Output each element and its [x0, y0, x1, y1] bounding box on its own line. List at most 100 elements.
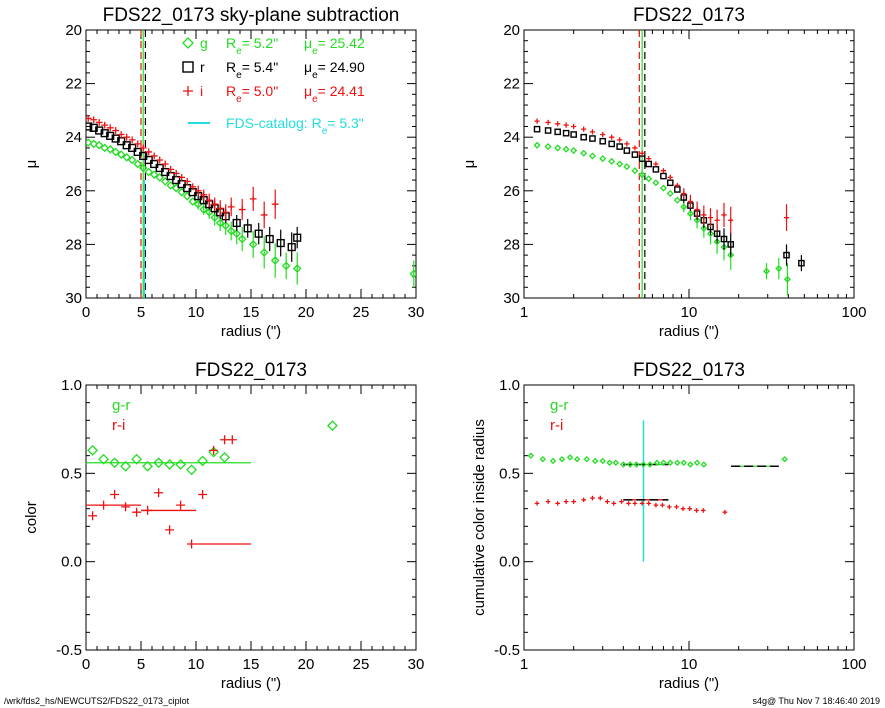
- legend-band: i: [200, 83, 203, 99]
- legend-mu: μe= 24.90: [304, 59, 365, 81]
- data-point: [123, 133, 131, 141]
- data-point: [127, 155, 137, 165]
- data-point: [652, 179, 660, 187]
- data-point: [209, 445, 219, 455]
- data-point: [722, 509, 728, 515]
- data-point: [534, 118, 540, 124]
- x-tick-label: 1: [520, 656, 528, 673]
- data-point: [187, 539, 197, 549]
- data-point: [254, 229, 263, 238]
- data-point: [631, 151, 639, 158]
- data-point: [570, 147, 578, 155]
- x-tick-label: 100: [841, 656, 866, 673]
- legend: g Re= 5.2" μe= 25.42 r Re= 5.4" μe= 24.90 i Re=…: [182, 35, 365, 137]
- data-point: [558, 455, 566, 463]
- data-point: [619, 499, 624, 504]
- data-point: [599, 457, 606, 465]
- legend-entry-i: i Re= 5.0" μe= 24.41: [183, 83, 365, 105]
- data-point: [781, 455, 788, 463]
- data-point: [227, 203, 235, 211]
- data-point: [112, 127, 120, 134]
- data-point: [589, 129, 596, 135]
- data-point: [611, 501, 617, 506]
- data-point: [188, 197, 198, 206]
- data-point: [580, 133, 587, 141]
- x-tick-label: 10: [681, 304, 698, 321]
- data-point: [221, 221, 231, 230]
- data-point: [714, 217, 720, 223]
- data-point: [713, 238, 721, 246]
- data-point: [555, 121, 561, 127]
- data-point: [409, 269, 416, 279]
- data-point: [659, 184, 667, 192]
- data-point: [783, 215, 790, 221]
- data-point: [700, 224, 708, 232]
- data-point: [167, 165, 175, 173]
- data-point: [590, 495, 595, 501]
- data-point: [94, 140, 104, 150]
- data-point: [674, 459, 681, 466]
- data-point: [138, 163, 148, 173]
- legend-catalog-text: FDS-catalog: Re= 5.3": [226, 115, 364, 137]
- data-point: [583, 455, 590, 463]
- chart-title: FDS22_0173: [633, 5, 745, 26]
- legend-marker: [182, 37, 194, 49]
- x-axis-label: radius ("): [221, 675, 281, 692]
- x-tick-label: 20: [298, 304, 315, 321]
- series-r-i: [534, 495, 728, 515]
- data-point: [150, 152, 158, 160]
- plot-area: [533, 30, 805, 298]
- data-point: [673, 196, 681, 204]
- data-point: [694, 508, 699, 513]
- data-point: [89, 139, 99, 149]
- legend-entry-r: r Re= 5.4" μe= 24.90: [182, 59, 365, 81]
- data-point: [638, 155, 646, 162]
- x-tick-label: 10: [188, 304, 205, 321]
- data-point: [86, 115, 92, 122]
- x-axis-label: radius ("): [659, 323, 719, 340]
- legend-band: g: [200, 35, 208, 51]
- data-point: [238, 206, 246, 213]
- data-point: [623, 163, 631, 171]
- data-point: [652, 166, 660, 173]
- data-point: [276, 238, 285, 248]
- data-point: [686, 210, 694, 218]
- data-point: [728, 217, 734, 223]
- data-point: [591, 457, 599, 465]
- legend-entry: r-i: [550, 417, 563, 434]
- data-point: [680, 506, 686, 511]
- legend: g-r r-i: [550, 397, 568, 434]
- legend-re: Re= 5.0": [226, 83, 278, 105]
- data-point: [211, 200, 219, 208]
- series-g: [533, 141, 791, 296]
- data-point: [700, 461, 708, 468]
- data-point: [645, 175, 653, 183]
- data-point: [687, 198, 694, 205]
- data-point: [606, 459, 613, 466]
- data-point: [200, 191, 208, 199]
- y-tick-label: 22: [65, 76, 82, 93]
- data-point: [566, 454, 574, 461]
- x-axis-label: radius ("): [659, 675, 719, 692]
- data-point: [563, 499, 569, 504]
- data-point: [198, 490, 208, 500]
- y-tick-label: 0.0: [499, 554, 520, 571]
- data-point: [616, 160, 624, 168]
- data-point: [222, 208, 230, 216]
- data-point: [608, 140, 615, 148]
- plot-area: [527, 420, 788, 562]
- data-point: [660, 168, 667, 174]
- data-point: [545, 499, 551, 504]
- data-point: [707, 215, 714, 221]
- data-point: [533, 141, 541, 149]
- footer-path: /wrk/fds2_hs/NEWCUTS2/FDS22_0173_ciplot: [4, 696, 190, 706]
- y-tick-label: -0.5: [494, 642, 520, 659]
- legend-band: r: [200, 59, 205, 75]
- data-point: [599, 137, 607, 145]
- data-point: [216, 204, 224, 212]
- data-point: [660, 459, 667, 466]
- data-point: [166, 181, 176, 190]
- data-point: [571, 123, 577, 130]
- data-point: [95, 126, 104, 135]
